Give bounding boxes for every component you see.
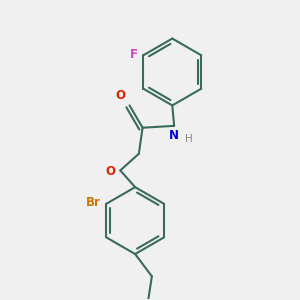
Text: F: F	[130, 48, 138, 61]
Text: Br: Br	[86, 196, 101, 208]
Text: O: O	[106, 165, 116, 178]
Text: H: H	[185, 134, 193, 144]
Text: N: N	[169, 129, 179, 142]
Text: O: O	[116, 89, 126, 102]
